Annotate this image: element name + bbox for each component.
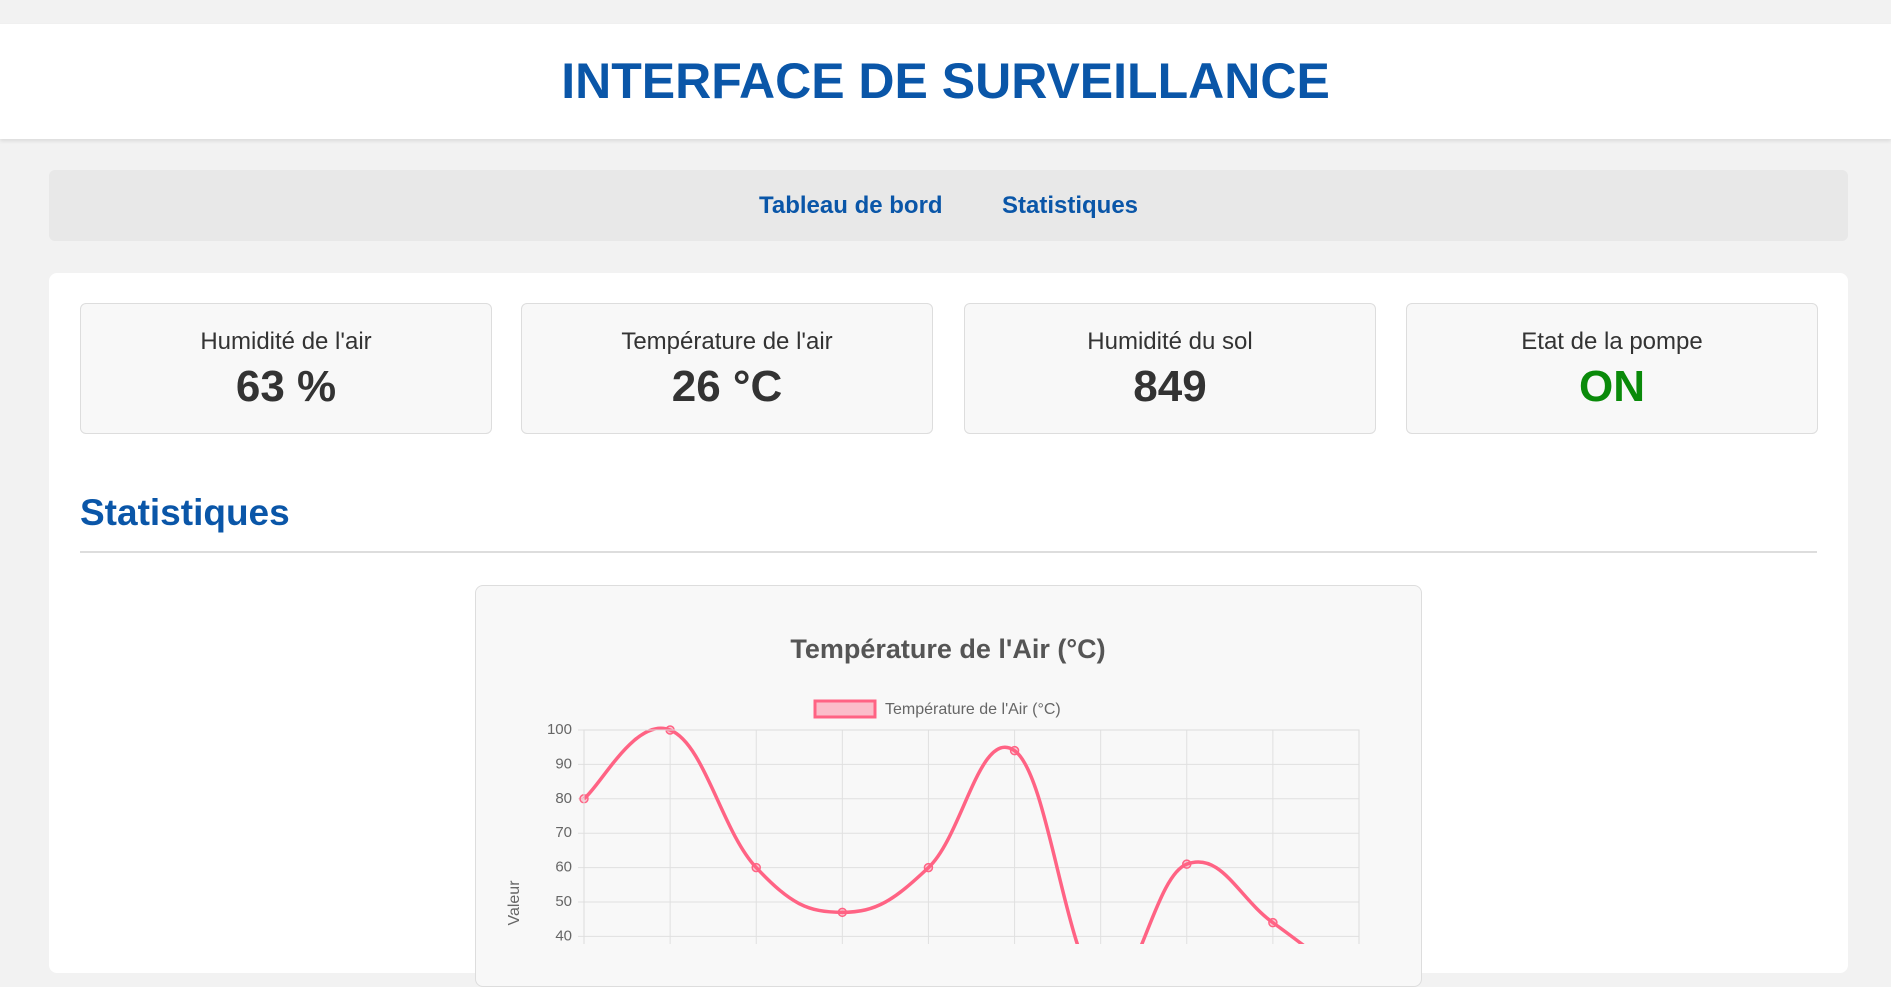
data-line [582, 726, 1305, 944]
card-value: 26 °C [671, 362, 783, 411]
y-tick-label: 80 [555, 790, 572, 807]
y-tick-label: 70 [555, 824, 572, 841]
y-tick-label: 100 [547, 721, 572, 738]
card-value: 849 [1133, 362, 1207, 411]
card-label: Humidité du sol [1087, 328, 1253, 355]
card-label: Etat de la pompe [1521, 328, 1703, 355]
y-tick-label: 60 [555, 859, 572, 876]
sensor-card: Humidité de l'air 63 % [80, 303, 492, 434]
plot-border [583, 729, 1360, 944]
divider [80, 551, 1817, 553]
card-label: Humidité de l'air [200, 328, 372, 355]
nav-link[interactable]: Statistiques [1002, 192, 1139, 219]
y-tick-label: 40 [555, 927, 572, 944]
chart-card [475, 585, 1422, 987]
section-title: Statistiques [80, 492, 290, 533]
nav-link[interactable]: Tableau de bord [759, 192, 943, 219]
data-point [1009, 745, 1020, 756]
data-point [1268, 917, 1278, 928]
y-axis-label: Valeur [506, 880, 523, 926]
chart-title: Température de l'Air (°C) [790, 634, 1105, 664]
card-value: 63 % [235, 362, 337, 411]
card-value: ON [1579, 362, 1645, 411]
y-tick-label: 90 [555, 755, 572, 772]
page: INTERFACE DE SURVEILLANCE Tableau de bor… [0, 24, 1891, 987]
data-point [837, 907, 848, 918]
legend-label: Température de l'Air (°C) [885, 701, 1061, 718]
y-tick-label: 50 [555, 893, 572, 910]
page-title: INTERFACE DE SURVEILLANCE [561, 53, 1330, 109]
data-point [751, 862, 761, 873]
card-label: Température de l'air [621, 328, 833, 355]
header: INTERFACE DE SURVEILLANCE [0, 24, 1891, 139]
legend-swatch [813, 699, 877, 719]
sensor-card: Température de l'air 26 °C [521, 303, 933, 434]
sensor-card: Humidité du sol 849 [964, 303, 1376, 434]
data-point [1182, 859, 1192, 869]
sensor-card: Etat de la pompe ON [1406, 303, 1818, 434]
data-point [923, 862, 934, 873]
nav-bar: Tableau de bord Statistiques [49, 170, 1848, 241]
chart: Température de l'Air (°C) Valeur 0102030… [506, 634, 1360, 944]
